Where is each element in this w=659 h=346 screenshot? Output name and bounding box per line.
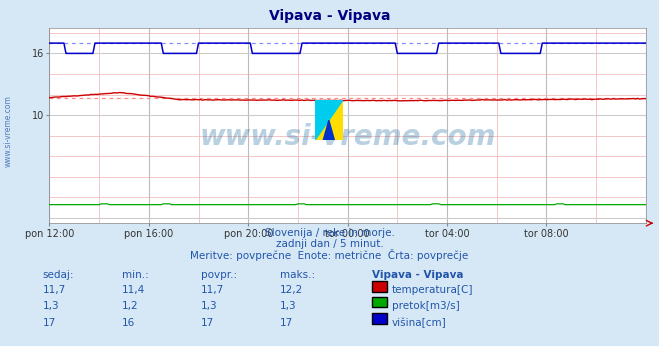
Text: sedaj:: sedaj: (43, 270, 74, 280)
Text: www.si-vreme.com: www.si-vreme.com (200, 123, 496, 151)
Text: 1,3: 1,3 (201, 301, 217, 311)
Polygon shape (324, 120, 334, 140)
Text: 16: 16 (122, 318, 135, 328)
Text: pretok[m3/s]: pretok[m3/s] (392, 301, 460, 311)
Text: 11,7: 11,7 (43, 285, 66, 295)
Text: 11,4: 11,4 (122, 285, 145, 295)
Text: povpr.:: povpr.: (201, 270, 237, 280)
Text: 1,2: 1,2 (122, 301, 138, 311)
Text: temperatura[C]: temperatura[C] (392, 285, 474, 295)
Text: 12,2: 12,2 (280, 285, 303, 295)
Text: 17: 17 (280, 318, 293, 328)
Text: 1,3: 1,3 (280, 301, 297, 311)
Polygon shape (315, 100, 343, 140)
Text: zadnji dan / 5 minut.: zadnji dan / 5 minut. (275, 239, 384, 249)
Text: maks.:: maks.: (280, 270, 315, 280)
Text: min.:: min.: (122, 270, 149, 280)
Text: 11,7: 11,7 (201, 285, 224, 295)
Text: 17: 17 (43, 318, 56, 328)
Text: višina[cm]: višina[cm] (392, 318, 447, 328)
Text: Slovenija / reke in morje.: Slovenija / reke in morje. (264, 228, 395, 238)
Text: www.si-vreme.com: www.si-vreme.com (3, 95, 13, 167)
Text: 1,3: 1,3 (43, 301, 59, 311)
Text: Meritve: povprečne  Enote: metrične  Črta: povprečje: Meritve: povprečne Enote: metrične Črta:… (190, 249, 469, 261)
Text: Vipava - Vipava: Vipava - Vipava (269, 9, 390, 22)
Text: 17: 17 (201, 318, 214, 328)
Polygon shape (315, 100, 343, 140)
Text: Vipava - Vipava: Vipava - Vipava (372, 270, 464, 280)
